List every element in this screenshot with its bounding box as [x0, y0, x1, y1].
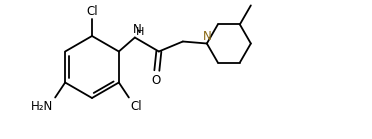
Text: Cl: Cl [86, 4, 98, 18]
Text: N: N [202, 29, 211, 43]
Text: O: O [151, 74, 160, 86]
Text: H₂N: H₂N [31, 100, 53, 112]
Text: Cl: Cl [131, 100, 142, 112]
Text: N: N [133, 23, 142, 35]
Text: H: H [136, 27, 144, 37]
